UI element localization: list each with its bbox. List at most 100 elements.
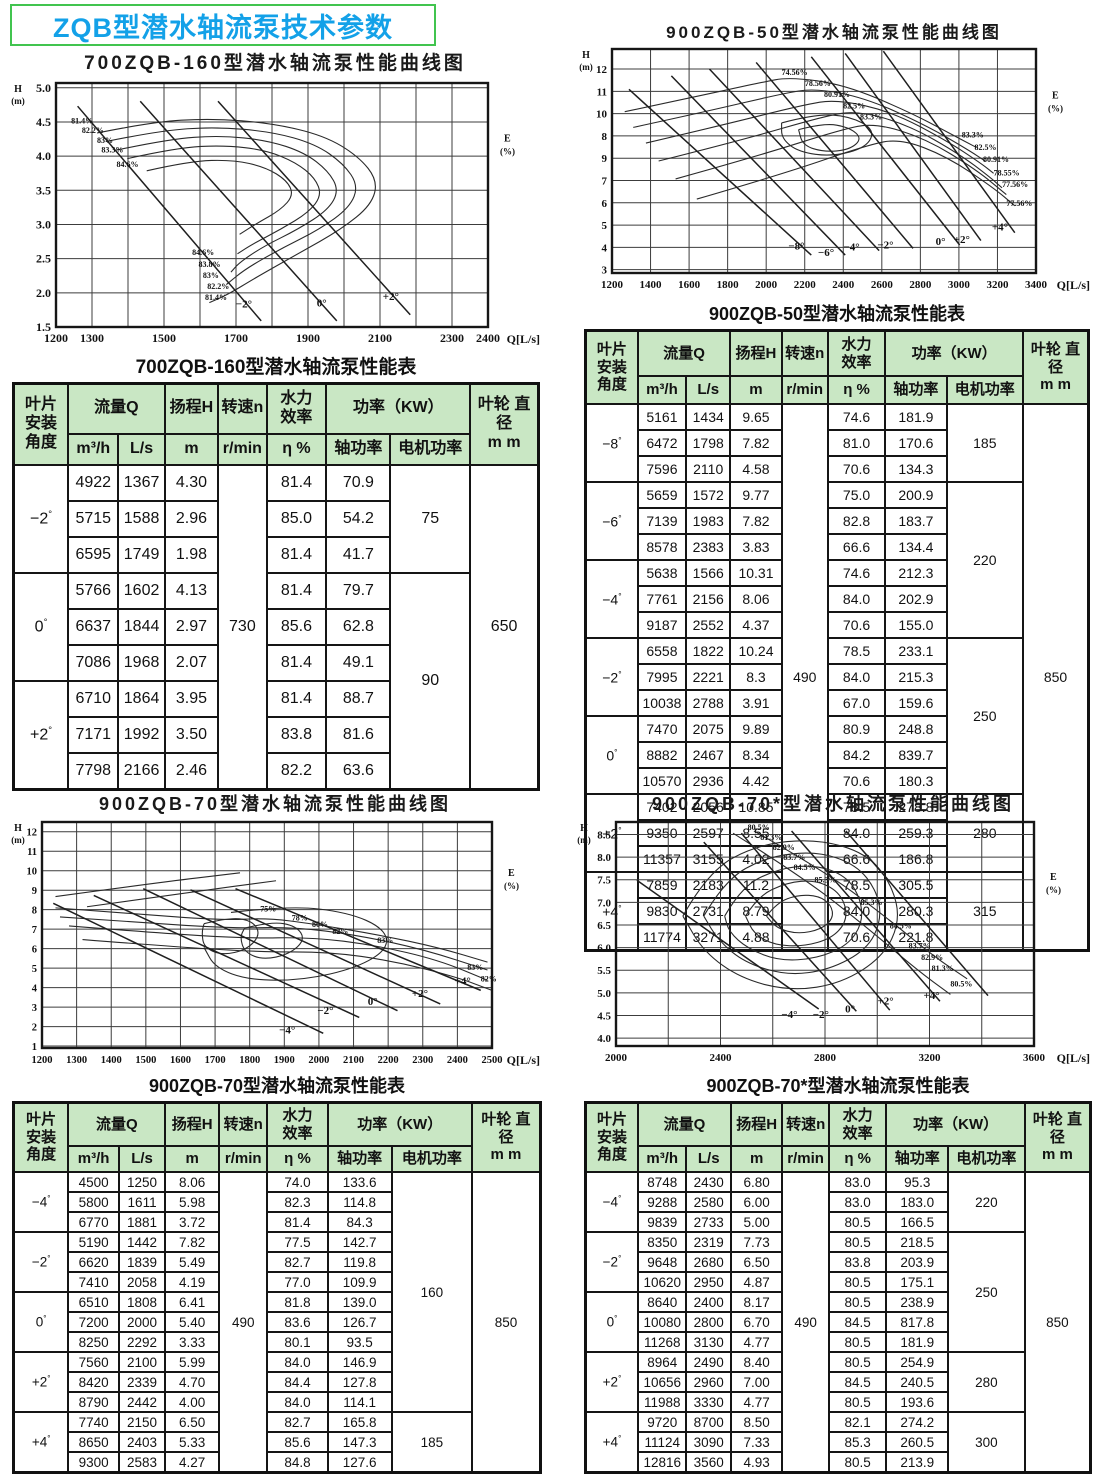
svg-text:83.3%: 83.3% bbox=[962, 130, 984, 139]
efficiency-contours bbox=[682, 830, 968, 995]
svg-text:85.3%: 85.3% bbox=[861, 898, 883, 907]
cell-efficiency: 84.5 bbox=[827, 1311, 888, 1334]
cell-flow-m3h: 7596 bbox=[636, 455, 688, 484]
svg-text:83.8%: 83.8% bbox=[199, 260, 221, 269]
cell-flow-ls: 1983 bbox=[685, 507, 732, 536]
cell-efficiency: 84.2 bbox=[826, 741, 887, 770]
svg-text:2400: 2400 bbox=[476, 331, 500, 345]
table-row: 7139 1983 7.82 82.8 183.7 bbox=[586, 507, 1089, 536]
table-row: 0° 5766 1602 4.13 81.4 79.7 90 bbox=[12, 571, 539, 791]
axis-labels: 8.5 8.0 7.5 7.0 6.5 6.0 5.5 5.0 4.5 4.0 2000 2400 28… bbox=[577, 823, 1090, 1065]
svg-text:Q[L/s]: Q[L/s] bbox=[1057, 1051, 1090, 1065]
cell-flow-m3h: 7740 bbox=[67, 1411, 120, 1434]
cell-head: 5.49 bbox=[164, 1251, 220, 1274]
cell-efficiency: 67.0 bbox=[826, 689, 887, 718]
cell-shaft-power: 62.8 bbox=[325, 607, 392, 646]
svg-text:−4°: −4° bbox=[843, 242, 859, 254]
cell-flow-ls: 1992 bbox=[117, 715, 166, 754]
cell-flow-ls: 2960 bbox=[685, 1371, 732, 1394]
cell-shaft-power: 126.7 bbox=[326, 1311, 393, 1334]
cell-shaft-power: 114.8 bbox=[326, 1191, 393, 1214]
cell-flow-m3h: 7995 bbox=[636, 663, 688, 692]
svg-text:3200: 3200 bbox=[986, 279, 1009, 291]
cell-flow-ls: 2319 bbox=[685, 1231, 732, 1254]
svg-text:2000: 2000 bbox=[308, 1055, 329, 1066]
cell-flow-m3h: 9720 bbox=[637, 1411, 688, 1434]
cell-head: 4.30 bbox=[163, 463, 220, 502]
header-flow-ls: L/s bbox=[685, 1145, 732, 1174]
svg-text:84.5%: 84.5% bbox=[890, 921, 912, 930]
cell-head: 6.50 bbox=[729, 1251, 784, 1274]
svg-text:1: 1 bbox=[32, 1042, 37, 1053]
cell-head: 10.85 bbox=[729, 793, 783, 822]
svg-text:3: 3 bbox=[602, 265, 608, 277]
svg-text:81.3%: 81.3% bbox=[932, 964, 954, 973]
svg-text:1600: 1600 bbox=[678, 279, 701, 291]
cell-flow-ls: 1839 bbox=[117, 1251, 167, 1274]
cell-blade-angle: −8° bbox=[584, 403, 639, 484]
cell-flow-m3h: 8578 bbox=[636, 533, 688, 562]
cell-shaft-power: 180.3 bbox=[884, 767, 948, 796]
header-blade-angle: 叶片 安装 角度 bbox=[584, 329, 639, 406]
header-flow: 流量Q bbox=[636, 329, 732, 378]
cell-shaft-power: 200.9 bbox=[884, 481, 948, 510]
cell-efficiency: 82.2 bbox=[265, 751, 328, 791]
cell-flow-m3h: 5766 bbox=[67, 571, 120, 610]
cell-flow-m3h: 6510 bbox=[67, 1291, 120, 1314]
cell-efficiency: 81.4 bbox=[266, 1211, 329, 1234]
cell-efficiency: 81.4 bbox=[265, 643, 328, 682]
cell-efficiency: 84.8 bbox=[266, 1451, 329, 1474]
cell-flow-m3h: 9830 bbox=[636, 897, 688, 926]
svg-text:+4°: +4° bbox=[992, 221, 1008, 233]
svg-text:82%: 82% bbox=[481, 974, 497, 983]
cell-flow-ls: 3560 bbox=[685, 1451, 732, 1474]
header-flow: 流量Q bbox=[67, 1101, 167, 1148]
cell-flow-ls: 2800 bbox=[685, 1311, 732, 1334]
cell-flow-ls: 2936 bbox=[685, 767, 732, 796]
blade-angle-lines bbox=[77, 100, 411, 322]
cell-head: 4.19 bbox=[164, 1271, 220, 1294]
cell-flow-ls: 2680 bbox=[685, 1251, 732, 1274]
header-head: 扬程H bbox=[163, 382, 220, 435]
cell-flow-m3h: 8964 bbox=[637, 1351, 688, 1374]
cell-efficiency: 85.6 bbox=[265, 607, 328, 646]
chart-block-700zqb-160: 700ZQB-160型潜水轴流泵性能曲线图 5.0 4.5 4.0 3.5 3.0 2.5… bbox=[8, 48, 542, 356]
cell-head: 8.17 bbox=[729, 1291, 784, 1314]
cell-efficiency: 83.6 bbox=[266, 1311, 329, 1334]
cell-flow-ls: 2597 bbox=[685, 819, 732, 848]
svg-text:78.56%: 78.56% bbox=[805, 79, 831, 88]
cell-blade-angle: +2° bbox=[584, 793, 639, 874]
header-power: 功率（KW） bbox=[326, 1101, 473, 1148]
cell-shaft-power: 183.7 bbox=[884, 507, 948, 536]
svg-text:80.91%: 80.91% bbox=[983, 155, 1009, 164]
cell-shaft-power: 274.2 bbox=[885, 1411, 950, 1434]
cell-flow-m3h: 7859 bbox=[636, 871, 688, 900]
svg-text:77.56%: 77.56% bbox=[1006, 199, 1032, 208]
table-row: −2° 4922 1367 4.30 730 81.4 70.9 75 650 bbox=[12, 463, 540, 791]
table-row: 8250 2292 3.33 80.1 93.5 bbox=[14, 1331, 541, 1354]
table-row: 6595 1749 1.98 81.4 41.7 bbox=[14, 535, 539, 574]
svg-text:(%): (%) bbox=[504, 881, 519, 891]
cell-efficiency: 83.0 bbox=[827, 1191, 888, 1214]
svg-text:2400: 2400 bbox=[832, 279, 855, 291]
svg-text:2200: 2200 bbox=[378, 1055, 399, 1066]
cell-shaft-power: 170.6 bbox=[884, 429, 948, 458]
cell-flow-m3h: 7200 bbox=[67, 1311, 120, 1334]
cell-impeller-diameter: 850 bbox=[1023, 1171, 1092, 1474]
cell-efficiency: 80.5 bbox=[827, 1351, 888, 1374]
cell-flow-ls: 2056 bbox=[685, 793, 732, 822]
table-row: 7086 1968 2.07 81.4 49.1 bbox=[14, 643, 539, 682]
table-row: −2° 5190 1442 7.82 77.5 142.7 bbox=[12, 1231, 541, 1294]
svg-text:8: 8 bbox=[602, 131, 608, 143]
cell-head: 10.31 bbox=[729, 559, 783, 588]
table-row: −4° 5638 1566 10.31 74.6 212.3 bbox=[584, 559, 1089, 640]
svg-text:82.2%: 82.2% bbox=[207, 282, 229, 291]
cell-efficiency: 82.1 bbox=[827, 1411, 888, 1434]
svg-text:E: E bbox=[504, 134, 511, 145]
cell-flow-ls: 1968 bbox=[117, 643, 166, 682]
svg-text:−2°: −2° bbox=[813, 1009, 829, 1021]
table-row: 7798 2166 2.46 82.2 63.6 bbox=[14, 751, 539, 791]
